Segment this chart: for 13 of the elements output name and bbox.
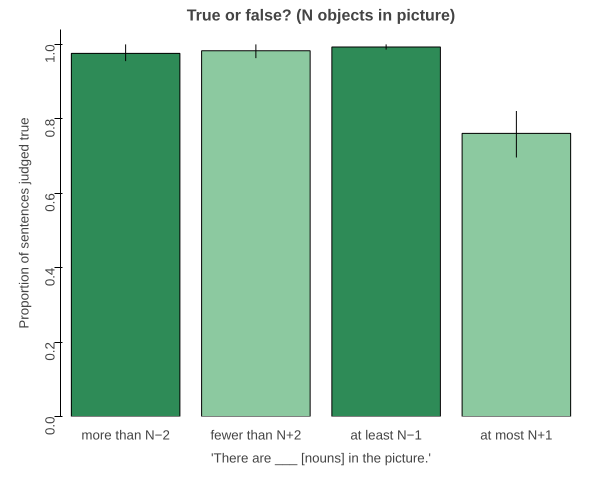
x-axis-title: 'There are ___ [nouns] in the picture.'	[211, 450, 431, 466]
y-tick-label: 0.6	[42, 193, 58, 212]
y-tick-label: 0.4	[42, 267, 58, 286]
x-tick-label: more than N−2	[81, 428, 170, 442]
y-tick-label: 0.0	[42, 416, 58, 436]
y-tick-label: 0.8	[42, 118, 58, 138]
chart-title: True or false? (N objects in picture)	[186, 8, 456, 24]
y-tick-label: 0.2	[42, 342, 58, 361]
x-tick-label: at most N+1	[480, 428, 552, 442]
x-tick-label: at least N−1	[350, 428, 422, 442]
x-tick-label: fewer than N+2	[210, 428, 302, 442]
y-tick-label: 1.0	[42, 44, 58, 63]
y-axis-title: Proportion of sentences judged true	[16, 117, 32, 329]
